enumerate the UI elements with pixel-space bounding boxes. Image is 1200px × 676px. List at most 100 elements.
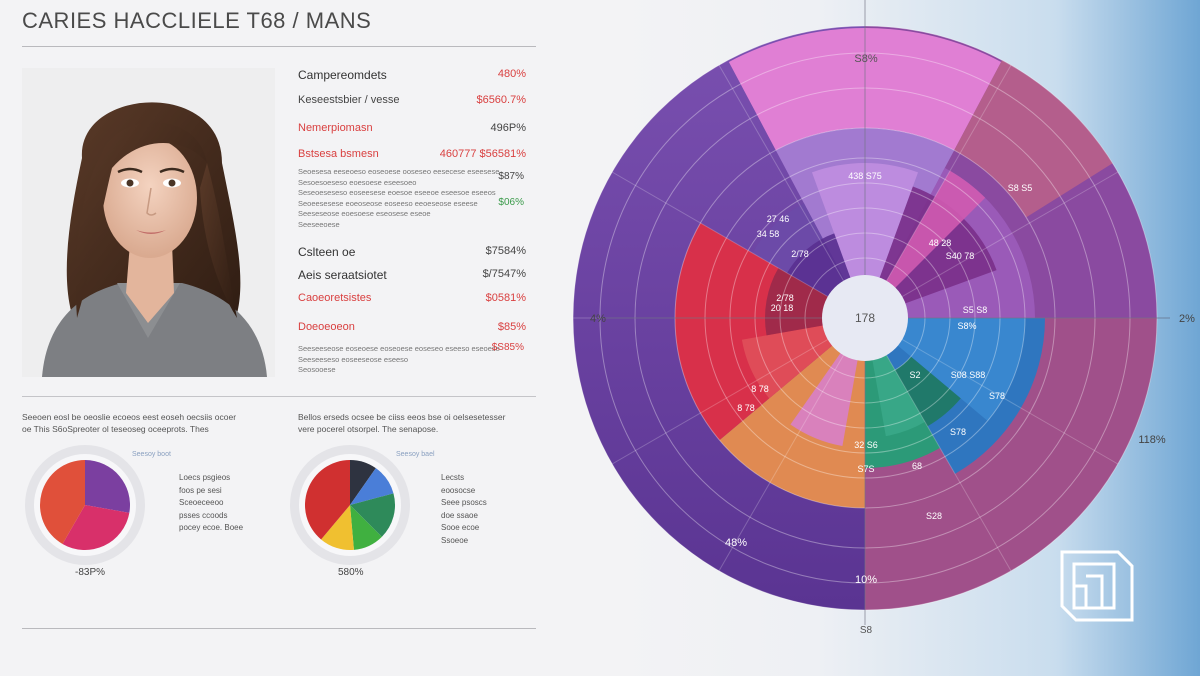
chart-label: 10% — [855, 574, 877, 586]
mini-pie-chart-two — [290, 445, 410, 565]
brand-logo-icon — [1060, 550, 1134, 622]
grid-spoke — [864, 171, 1119, 319]
pie-slice — [305, 460, 350, 540]
legend-item: Ssoeoe — [441, 535, 469, 545]
chart-label: 32 S6 — [854, 440, 878, 450]
chart-label: S78 — [989, 391, 1005, 401]
chart-label: S8 — [860, 625, 873, 636]
legend-item: Seee psoscs — [441, 498, 487, 507]
legend-item: psses ccoods — [179, 510, 228, 520]
chart-label: S08 S88 — [951, 370, 986, 380]
paragraph-line: vere pocerel otsorpel. The senapose. — [298, 424, 439, 434]
info-row-label: Aeis seraatsiotet — [298, 268, 387, 282]
info-row-value: $/7547% — [482, 268, 526, 280]
note-line: Seosooese — [298, 365, 336, 374]
grid-spoke — [718, 64, 866, 319]
chart-label: S28 — [926, 511, 942, 521]
chart-label: 2/78 — [776, 293, 794, 303]
chart-label: 8 78 — [737, 403, 755, 413]
pie-slice — [350, 493, 395, 537]
grid-spoke — [864, 317, 1012, 572]
note-line: Seoeesesese eoeoseose eoseeso eeoeseose … — [298, 198, 478, 208]
chart-label: 34 58 — [757, 229, 780, 239]
grid-spoke — [611, 171, 866, 319]
radial-chart: 178 4% 2% S8% 118% 48% 10% S8 438 S75 S8 S5 27 46 3… — [572, 0, 1195, 636]
info-row-label: Keseestsbier / vesse — [298, 94, 400, 106]
pie-slice — [321, 505, 354, 550]
inner-segment — [765, 268, 831, 336]
chart-label: 2/78 — [791, 249, 809, 259]
portrait-image — [22, 68, 275, 377]
mini-chart-label: 580% — [338, 567, 364, 578]
upper-right-sector — [954, 60, 1113, 218]
note-value: $06% — [498, 197, 524, 208]
chart-label: 118% — [1138, 434, 1166, 446]
pie-slice — [350, 505, 382, 550]
mini-pie-chart-one — [25, 445, 145, 565]
info-row-value: $7584% — [485, 245, 526, 257]
note-line: Sesoesoeseso eoesoese eseesoeo — [298, 177, 417, 187]
chart-label: 2% — [1179, 313, 1195, 325]
info-row-label: Doeoeoeon — [298, 321, 355, 333]
paragraph-left: Seeoen eosl be oeoslie ecoeos eest eoseh… — [22, 411, 262, 435]
info-row-label: Nemerpiomasn — [298, 122, 373, 134]
chart-label: 27 46 — [767, 214, 790, 224]
mini-chart-legend: Loecs psgieos foos pe sesi Sceoeceeoo ps… — [179, 472, 243, 535]
info-row-value: 460777 $56581% — [439, 148, 526, 160]
chart-label: 438 S75 — [848, 171, 882, 181]
chart-label: 4% — [590, 313, 606, 325]
note-line: Seeseeseose eoseoese eoseoese eoseseo es… — [298, 344, 500, 353]
info-row-label: Campereomdets — [298, 68, 387, 82]
chart-label: S7S — [857, 464, 874, 474]
info-row: Keseestsbier / vesse $6560.7% — [298, 94, 526, 110]
note-line: Seeseeoese — [298, 219, 340, 229]
chart-label: S5 S8 — [963, 305, 988, 315]
chart-label: S8 S5 — [1008, 183, 1033, 193]
page-title: CARIES HACCLIELE T68 / MANS — [22, 8, 372, 33]
info-row-value: $6560.7% — [476, 94, 526, 106]
chart-center — [822, 275, 908, 361]
legend-item: Sooe ecoe — [441, 523, 480, 532]
paragraph-line: Bellos erseds ocsee be ciiss eeos bse oi… — [298, 412, 506, 422]
legend-item: Loecs psgieos — [179, 473, 231, 482]
note-value: $S85% — [491, 342, 524, 353]
info-row: Cslteen oe $7584% — [298, 245, 526, 261]
info-row-value: 480% — [497, 68, 526, 80]
inner-segment — [895, 356, 961, 427]
info-row: Caoeoretsistes $0581% — [298, 292, 526, 308]
mini-chart-legend: Lecsts eoosocse Seee psoscs doe ssaoe So… — [441, 472, 487, 547]
pie-slice — [85, 460, 130, 513]
chart-label: S8% — [854, 53, 877, 65]
inner-segment — [741, 324, 835, 399]
chart-label: S40 78 — [946, 251, 975, 261]
info-row: Nemerpiomasn 496P% — [298, 122, 526, 138]
legend-item: eoosocse — [441, 485, 476, 495]
legend-item: pocey ecoe. Boee — [179, 523, 244, 532]
chart-label: S2 — [909, 370, 920, 380]
legend-item: doe ssaoe — [441, 510, 478, 520]
note-line: Seeseseose eoesoese eseosese eseoe — [298, 209, 431, 218]
pie-slice — [350, 460, 376, 505]
grid-spoke — [718, 317, 866, 572]
info-row: Campereomdets 480% — [298, 68, 526, 84]
chart-label: 48% — [725, 537, 747, 549]
pie-slice — [350, 468, 394, 505]
mini-chart-label: -83P% — [75, 567, 106, 578]
note-block: Seoesesa eeseoeso eoseoese ooseseo eesec… — [298, 167, 526, 230]
paragraph-line: oe This S6oSpreoter ol teseoseg oceeprot… — [22, 424, 209, 434]
info-row-label: Bstsesa bsmesn — [298, 148, 379, 160]
info-row: Bstsesa bsmesn 460777 $56581% — [298, 148, 526, 164]
pie-slice — [40, 460, 85, 544]
middle-ring-segment — [719, 318, 865, 508]
legend-item: Sceoeceeoo — [179, 498, 224, 507]
bottom-divider — [22, 628, 536, 629]
chart-label: 48 28 — [929, 238, 952, 248]
mini-chart-callout: Seesoy bael — [396, 451, 435, 458]
chart-label: 8 78 — [751, 384, 769, 394]
info-row-value: $0581% — [485, 292, 526, 304]
info-row: Doeoeoeon $85% — [298, 321, 526, 337]
info-row-label: Caoeoretsistes — [298, 292, 372, 304]
note-block: Seeseeseose eoseoese eoseoese eoseseo es… — [298, 344, 526, 376]
legend-item: foos pe sesi — [179, 485, 222, 495]
chart-label: S78 — [950, 427, 966, 437]
